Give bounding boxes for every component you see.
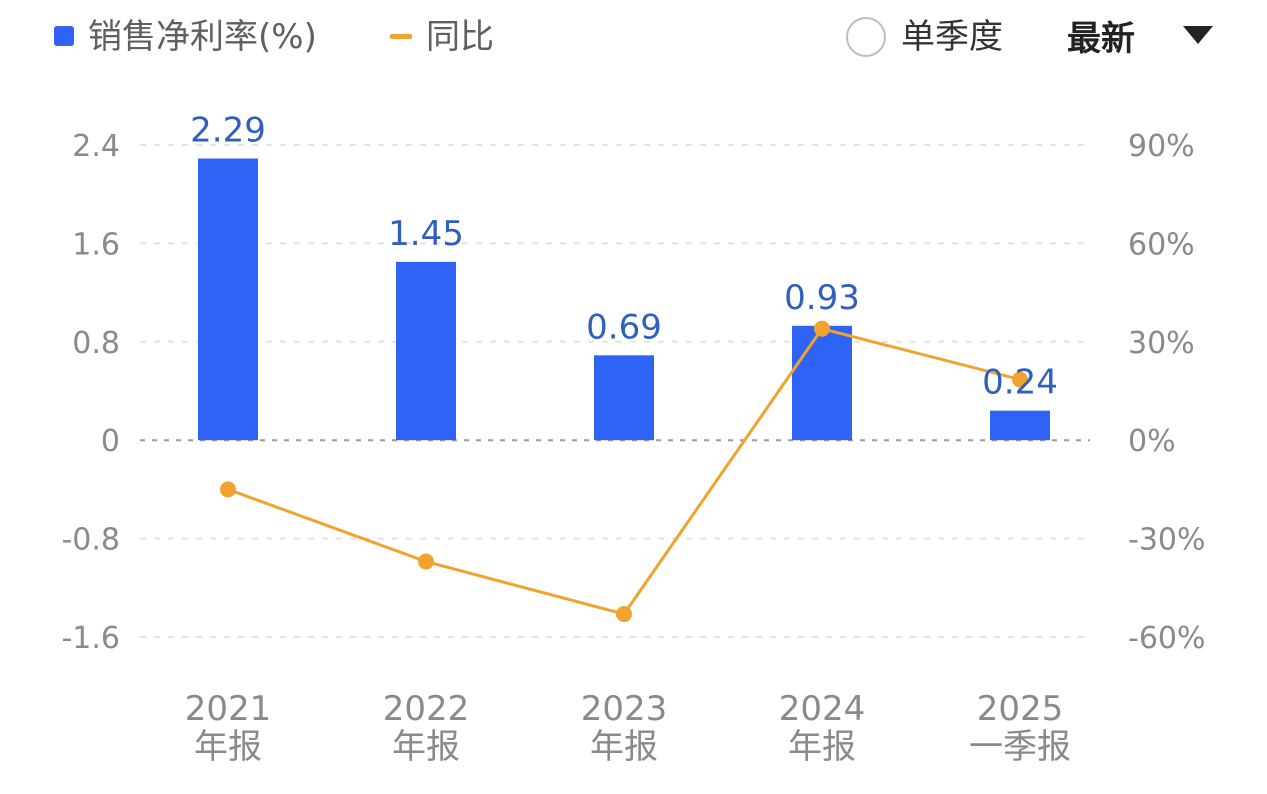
right-tick-label: 90% (1128, 129, 1195, 164)
bar (792, 325, 852, 441)
dropdown-value[interactable]: 最新 (1067, 19, 1135, 59)
legend-line-swatch (390, 34, 412, 39)
legend-bar-label: 销售净利率(%) (88, 17, 317, 57)
yoy-point (814, 320, 830, 337)
radio-circle-icon[interactable] (846, 17, 886, 57)
data-labels: 2.29 1.45 0.69 0.93 0.24 (190, 111, 1058, 403)
legend-bar-swatch (54, 26, 74, 46)
yoy-point (1012, 371, 1028, 388)
bars (198, 158, 1050, 441)
left-tick-label: 0 (101, 424, 120, 459)
right-tick-label: 60% (1128, 227, 1195, 262)
left-tick-label: -1.6 (61, 621, 120, 656)
category-year-label: 2022 (383, 689, 470, 729)
right-tick-label: -60% (1128, 621, 1206, 656)
chevron-down-icon[interactable] (1183, 26, 1213, 44)
grid-layer (140, 144, 1090, 638)
bar (594, 355, 654, 441)
category-year-label: 2025 (977, 689, 1064, 729)
category-period-label: 一季报 (969, 727, 1071, 767)
category-year-label: 2023 (581, 689, 668, 729)
bar-value-label: 0.24 (982, 363, 1058, 403)
right-tick-label: 30% (1128, 326, 1195, 361)
category-period-label: 年报 (590, 727, 658, 767)
right-tick-label: -30% (1128, 523, 1206, 558)
bar-value-label: 0.69 (586, 307, 662, 347)
bar-value-label: 0.93 (784, 278, 860, 318)
left-tick-label: -0.8 (61, 523, 120, 558)
yoy-point (616, 606, 632, 623)
line-series (220, 320, 1028, 623)
yoy-point (220, 481, 236, 498)
bar (198, 158, 258, 441)
bar-value-label: 1.45 (388, 214, 464, 254)
category-period-label: 年报 (194, 727, 262, 767)
category-year-label: 2021 (185, 689, 272, 729)
yoy-point (418, 553, 434, 570)
radio-label[interactable]: 单季度 (901, 17, 1003, 57)
legend: 销售净利率(%) 同比 (54, 17, 494, 57)
left-tick-label: 0.8 (72, 326, 120, 361)
right-tick-label: 0% (1128, 424, 1176, 459)
axis-ticks: 2.4 90% 1.6 60% 0.8 30% 0 0% -0.8 -30% -1.6 -60% (61, 129, 1205, 656)
period-dropdown[interactable]: 最新 (1067, 19, 1213, 59)
left-tick-label: 1.6 (72, 227, 120, 262)
left-tick-label: 2.4 (72, 129, 120, 164)
single-quarter-toggle[interactable]: 单季度 (846, 17, 1003, 57)
legend-line-label: 同比 (426, 17, 494, 57)
category-period-label: 年报 (392, 727, 460, 767)
bar-value-label: 2.29 (190, 111, 266, 151)
category-period-label: 年报 (788, 727, 856, 767)
bar (396, 261, 456, 441)
category-year-label: 2024 (779, 689, 866, 729)
bar (990, 410, 1050, 441)
